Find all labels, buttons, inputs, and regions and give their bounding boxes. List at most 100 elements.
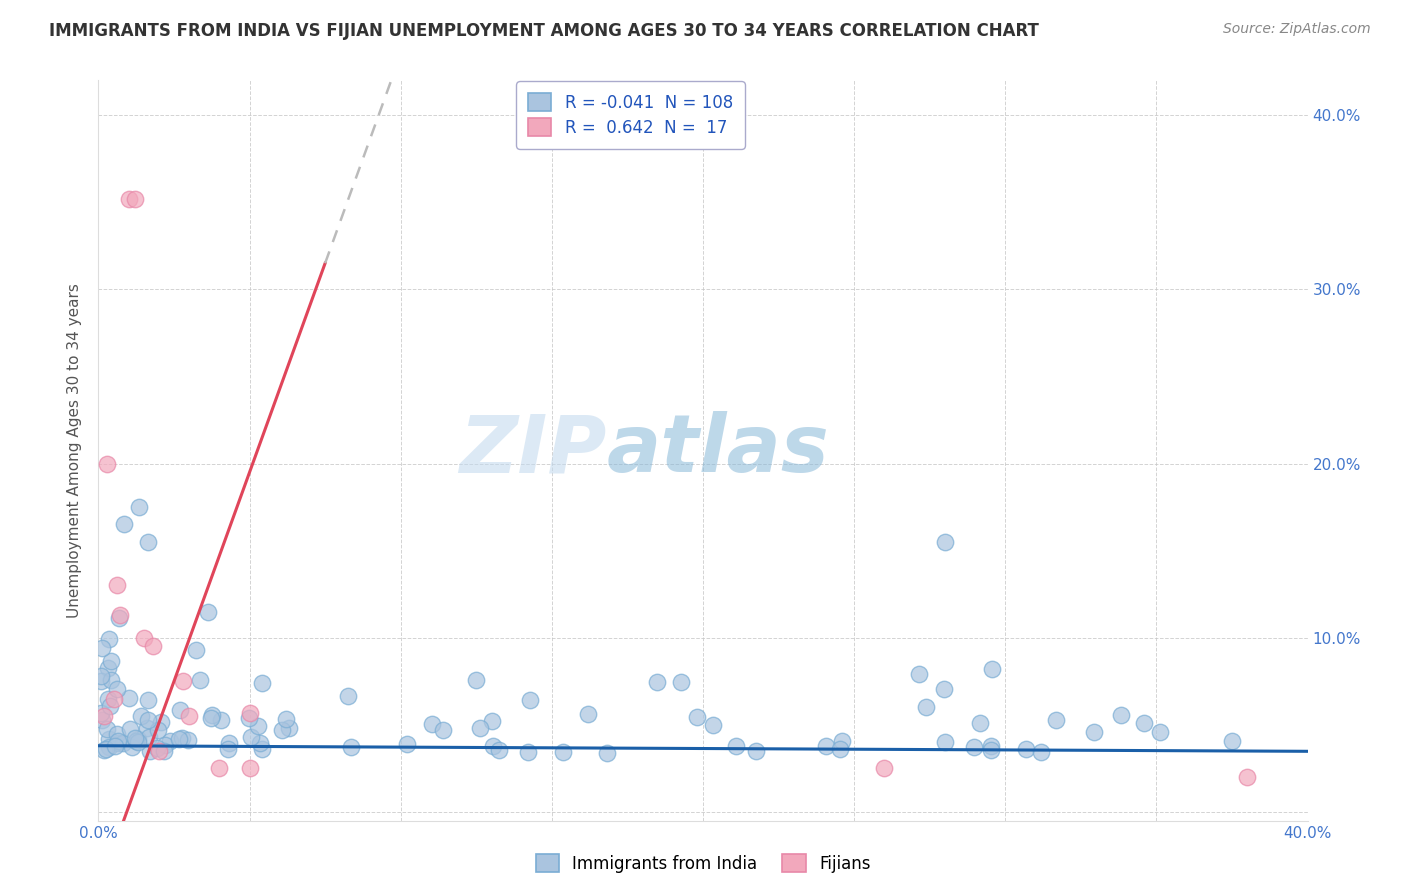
Text: atlas: atlas: [606, 411, 830, 490]
Point: [188, 673, 211, 687]
Point: [1015, 742, 1038, 756]
Point: [121, 740, 143, 755]
Point: [112, 736, 135, 750]
Point: [90, 713, 112, 727]
Point: [167, 732, 190, 747]
Point: [1029, 745, 1052, 759]
Point: [218, 736, 240, 750]
Point: [104, 739, 127, 753]
Point: [249, 736, 271, 750]
Point: [136, 721, 159, 735]
Point: [112, 517, 135, 532]
Point: [934, 735, 956, 749]
Point: [831, 734, 853, 748]
Point: [396, 738, 419, 752]
Point: [201, 707, 224, 722]
Point: [200, 711, 222, 725]
Point: [146, 740, 169, 755]
Point: [105, 682, 128, 697]
Point: [138, 730, 160, 744]
Point: [963, 739, 986, 754]
Point: [465, 673, 488, 688]
Point: [239, 706, 262, 720]
Y-axis label: Unemployment Among Ages 30 to 34 years: Unemployment Among Ages 30 to 34 years: [67, 283, 83, 618]
Point: [724, 739, 747, 753]
Point: [519, 692, 541, 706]
Point: [336, 689, 359, 703]
Point: [108, 608, 131, 623]
Point: [128, 500, 150, 514]
Point: [124, 192, 146, 206]
Point: [96, 722, 118, 736]
Point: [238, 710, 260, 724]
Point: [98, 740, 121, 755]
Point: [250, 742, 273, 756]
Point: [908, 666, 931, 681]
Point: [873, 761, 896, 775]
Point: [118, 192, 141, 206]
Point: [488, 743, 510, 757]
Point: [1236, 770, 1258, 784]
Point: [208, 761, 231, 775]
Point: [516, 746, 538, 760]
Point: [127, 731, 149, 746]
Point: [159, 733, 181, 747]
Point: [1222, 734, 1244, 748]
Point: [97, 692, 120, 706]
Point: [278, 721, 301, 735]
Point: [217, 741, 239, 756]
Point: [98, 731, 121, 746]
Text: ZIP: ZIP: [458, 411, 606, 490]
Point: [252, 676, 274, 690]
Point: [247, 719, 270, 733]
Text: IMMIGRANTS FROM INDIA VS FIJIAN UNEMPLOYMENT AMONG AGES 30 TO 34 YEARS CORRELATI: IMMIGRANTS FROM INDIA VS FIJIAN UNEMPLOY…: [49, 22, 1039, 40]
Point: [1083, 725, 1105, 739]
Point: [169, 704, 191, 718]
Point: [934, 535, 956, 549]
Point: [276, 712, 298, 726]
Point: [93, 709, 115, 723]
Point: [240, 731, 263, 745]
Point: [481, 714, 503, 729]
Point: [981, 661, 1004, 675]
Point: [830, 742, 852, 756]
Point: [980, 739, 1002, 753]
Point: [139, 744, 162, 758]
Point: [153, 744, 176, 758]
Point: [432, 723, 454, 737]
Point: [90, 706, 112, 720]
Point: [90, 673, 112, 688]
Point: [172, 731, 194, 746]
Point: [576, 707, 599, 722]
Point: [132, 631, 155, 645]
Point: [197, 605, 219, 619]
Point: [136, 535, 159, 549]
Point: [1149, 724, 1171, 739]
Point: [103, 691, 125, 706]
Point: [745, 744, 768, 758]
Point: [148, 744, 170, 758]
Point: [470, 721, 492, 735]
Point: [131, 709, 153, 723]
Point: [107, 736, 129, 750]
Point: [270, 723, 292, 738]
Point: [209, 713, 232, 727]
Point: [150, 714, 173, 729]
Legend: Immigrants from India, Fijians: Immigrants from India, Fijians: [529, 847, 877, 880]
Point: [553, 745, 575, 759]
Point: [481, 739, 503, 754]
Point: [146, 723, 169, 738]
Point: [118, 722, 141, 736]
Point: [184, 643, 207, 657]
Point: [100, 654, 122, 668]
Point: [136, 713, 159, 727]
Point: [124, 734, 146, 748]
Point: [1132, 715, 1154, 730]
Point: [702, 717, 724, 731]
Point: [97, 632, 120, 647]
Point: [915, 700, 938, 714]
Point: [93, 743, 115, 757]
Point: [420, 717, 443, 731]
Point: [239, 761, 262, 775]
Point: [142, 640, 165, 654]
